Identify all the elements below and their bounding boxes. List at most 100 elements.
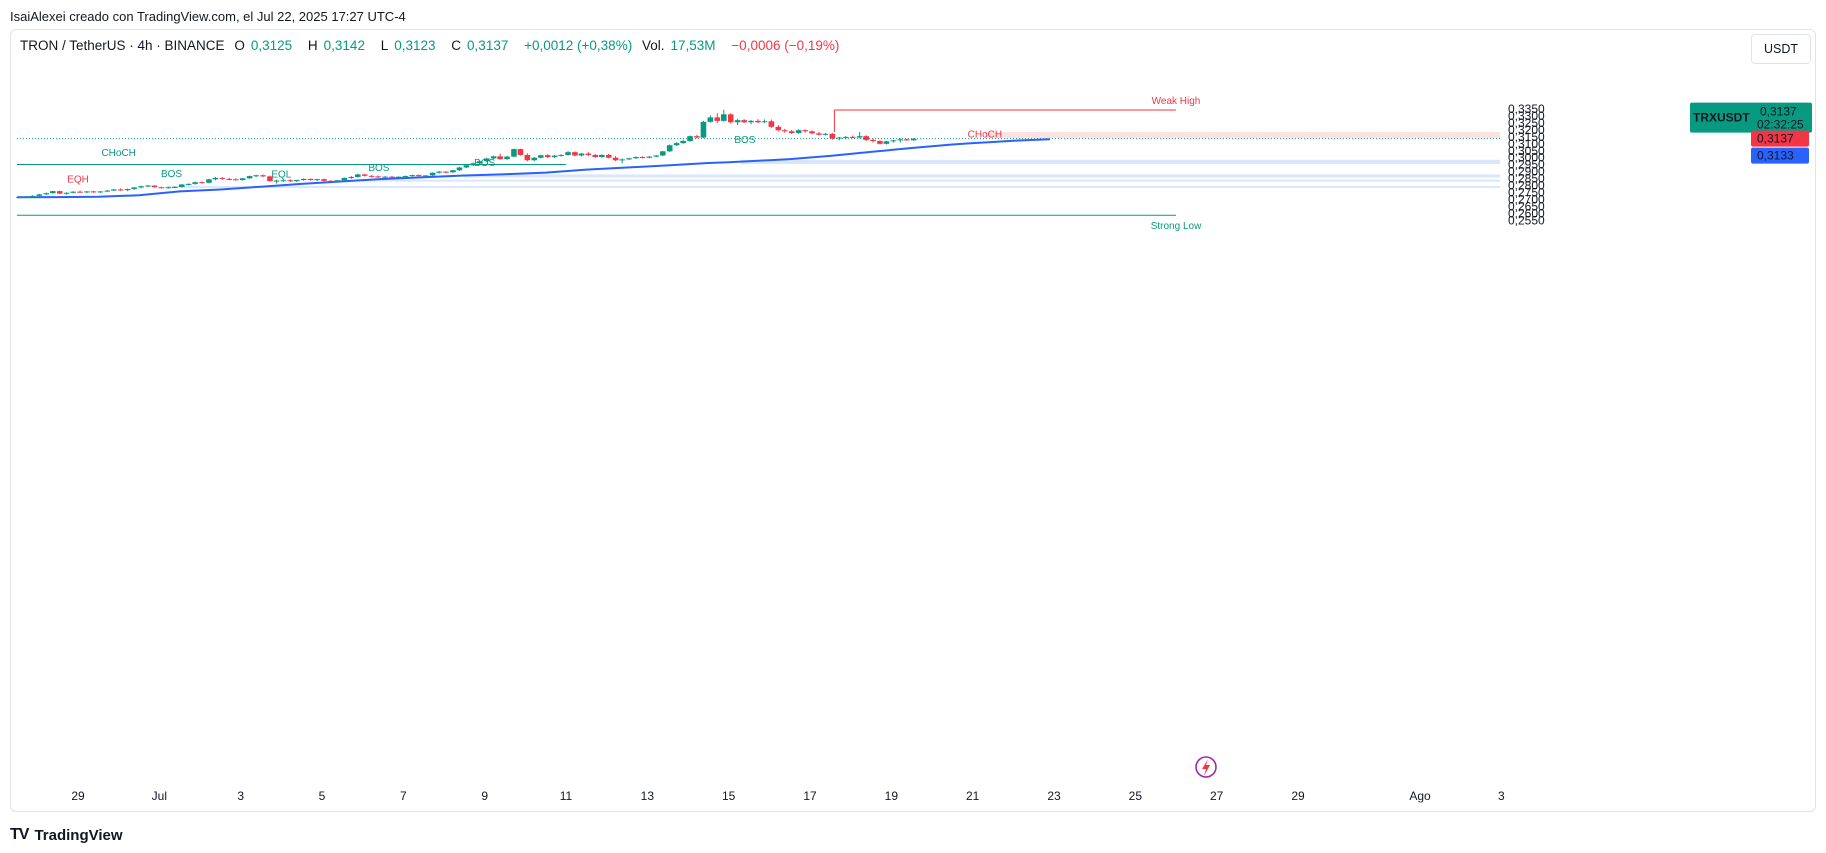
candle-body: [334, 180, 341, 182]
close-label: C: [451, 38, 462, 53]
candle-body: [707, 117, 714, 122]
candle-body: [802, 130, 808, 132]
candle-body: [232, 179, 239, 181]
candle: [612, 156, 619, 162]
candle: [870, 138, 876, 143]
candle: [307, 178, 314, 181]
candle: [463, 164, 470, 169]
candle: [788, 129, 795, 135]
candle: [422, 175, 429, 177]
candle-body: [165, 187, 172, 189]
candle: [700, 120, 707, 139]
candle-body: [239, 178, 246, 180]
high-value: 0,3142: [323, 38, 365, 53]
candle-body: [476, 161, 483, 164]
candle: [104, 190, 111, 193]
candle-body: [673, 143, 680, 146]
close-price-badge: 0,3137: [1751, 130, 1809, 147]
candle: [910, 137, 917, 141]
candle: [504, 156, 510, 160]
candle-body: [422, 175, 429, 177]
candle-body: [598, 154, 605, 158]
candle: [287, 179, 294, 183]
lightning-icon[interactable]: [1195, 756, 1217, 778]
candle: [537, 154, 544, 159]
price-tick-label: 0,3250: [1508, 116, 1545, 130]
candle-body: [483, 158, 490, 162]
candle-body: [185, 183, 192, 185]
candle-body: [659, 151, 666, 156]
candle-body: [836, 137, 843, 139]
supply-zone: [984, 131, 1500, 139]
price-tick-label: 0,2700: [1508, 192, 1545, 206]
candle: [84, 191, 90, 194]
candle: [90, 190, 97, 193]
candle-body: [903, 139, 910, 141]
candle: [490, 155, 497, 160]
last-price-badge-bg: [1690, 102, 1812, 133]
candle: [768, 119, 775, 128]
demand-zone-1: [740, 159, 1500, 164]
candle-body: [700, 121, 707, 138]
candle-body: [572, 152, 578, 156]
candle-body: [212, 177, 219, 180]
candle: [829, 132, 836, 140]
candle-body: [321, 179, 327, 181]
bar-countdown: 02:32:25: [1757, 118, 1804, 132]
tradingview-brand[interactable]: TV TradingView: [10, 826, 123, 844]
candle-body: [883, 141, 890, 144]
candle: [565, 151, 571, 156]
candle: [158, 186, 165, 189]
candle: [741, 119, 747, 124]
candle-body: [781, 130, 788, 132]
candles-layer: [16, 109, 917, 199]
candle-body: [592, 154, 599, 158]
symbol-name[interactable]: TRON / TetherUS · 4h · BINANCE: [20, 38, 225, 53]
candle: [145, 184, 151, 188]
time-tick-label: 17: [803, 789, 817, 803]
candle-body: [633, 157, 639, 159]
candle: [429, 172, 436, 176]
time-tick-label: Jul: [152, 789, 167, 803]
currency-button[interactable]: USDT: [1751, 34, 1811, 64]
volume-value: 17,53M: [670, 38, 716, 53]
candle: [260, 174, 266, 177]
candle: [551, 154, 558, 159]
candle: [70, 191, 76, 194]
candle-body: [755, 120, 761, 123]
candle-body: [856, 136, 863, 138]
candle: [185, 183, 192, 186]
candle-body: [395, 176, 402, 178]
symbol-legend: TRON / TetherUS · 4h · BINANCE O 0,3125 H…: [20, 38, 845, 53]
candle: [395, 176, 402, 178]
time-tick-label: 29: [1291, 789, 1305, 803]
annotation-label: BOS: [161, 169, 182, 180]
candle: [402, 175, 409, 178]
candle: [585, 152, 592, 157]
candle-body: [23, 196, 29, 198]
candle: [883, 140, 890, 145]
price-tick-label: 0,3350: [1508, 102, 1545, 116]
candle-body: [822, 133, 829, 135]
candle-body: [171, 186, 178, 188]
time-tick-label: 25: [1129, 789, 1143, 803]
candle: [77, 190, 83, 193]
candle: [178, 184, 185, 188]
candle-body: [267, 176, 273, 182]
candle-body: [117, 189, 124, 191]
candle: [171, 186, 178, 189]
candle: [368, 175, 375, 178]
candle: [43, 192, 50, 195]
candle-body: [809, 131, 815, 134]
candle: [734, 118, 741, 126]
candle: [781, 128, 788, 133]
candle-body: [253, 175, 259, 177]
candle: [816, 131, 822, 136]
annotation-label: Strong Low: [1151, 221, 1202, 232]
candle: [666, 144, 673, 152]
candle: [761, 119, 768, 123]
candle: [49, 190, 56, 194]
candle: [382, 176, 388, 178]
candle: [544, 154, 551, 159]
